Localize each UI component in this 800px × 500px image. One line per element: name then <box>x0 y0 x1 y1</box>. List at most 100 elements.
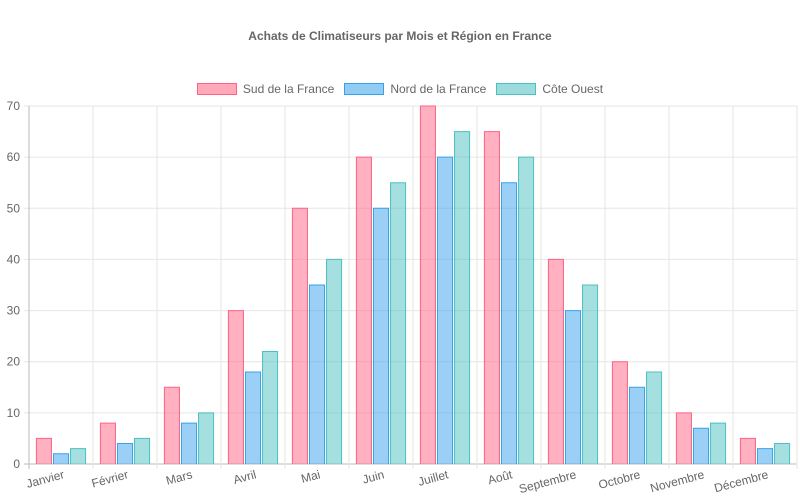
bar <box>326 259 342 464</box>
legend-item[interactable]: Sud de la France <box>196 82 334 96</box>
y-tick-label: 30 <box>7 304 21 318</box>
x-tick-label: Septembre <box>517 467 578 496</box>
bar-border <box>675 412 692 464</box>
bar-border <box>564 310 582 464</box>
bar <box>582 285 598 464</box>
bar-border <box>419 105 436 464</box>
bar-border <box>244 371 262 464</box>
legend-item[interactable]: Côte Ouest <box>496 82 603 96</box>
chart-title: Achats de Climatiseurs par Mois et Régio… <box>248 29 552 43</box>
bar-border <box>454 131 471 464</box>
bar-border <box>739 437 756 464</box>
x-tick-label: Novembre <box>649 467 706 495</box>
y-tick-label: 20 <box>7 355 21 369</box>
bar <box>518 157 534 464</box>
chart-legend: Sud de la France Nord de la France Côte Ou… <box>0 82 800 96</box>
x-tick-label: Février <box>90 467 130 490</box>
x-tick-label: Décembre <box>713 467 770 495</box>
bar <box>309 285 325 464</box>
bar <box>36 438 52 464</box>
bar-border <box>500 182 518 464</box>
y-tick-label: 40 <box>7 252 21 266</box>
bar <box>501 182 517 464</box>
y-tick-label: 60 <box>7 150 21 164</box>
bar-border <box>52 453 70 464</box>
bar <box>262 351 278 464</box>
bar <box>373 208 389 464</box>
bar <box>454 131 470 465</box>
bar-border <box>518 156 535 464</box>
bar <box>53 453 69 464</box>
bar-border <box>692 427 710 464</box>
bar <box>437 157 453 464</box>
bar <box>693 428 709 464</box>
x-tick-label: Mai <box>299 467 321 486</box>
bar <box>181 423 197 464</box>
legend-label: Nord de la France <box>390 82 487 96</box>
x-tick-label: Mars <box>164 467 193 487</box>
x-tick-label: Octobre <box>597 467 642 492</box>
bar-border <box>116 443 134 464</box>
legend-swatch <box>496 83 537 95</box>
x-tick-label: Juin <box>361 467 386 486</box>
bar-border <box>291 207 308 464</box>
x-tick-label: Janvier <box>25 467 66 491</box>
bar-border <box>710 422 727 464</box>
bar <box>117 443 133 464</box>
bar-border <box>308 284 326 464</box>
bar-border <box>628 386 646 464</box>
bar-border <box>483 131 500 464</box>
bar <box>356 157 372 464</box>
bar <box>676 412 692 464</box>
bar <box>565 310 581 464</box>
bar <box>710 423 726 464</box>
bar-border <box>70 448 87 464</box>
y-tick-label: 70 <box>7 99 21 113</box>
bar <box>740 438 756 464</box>
bar-border <box>99 422 116 464</box>
bar-border <box>390 182 407 464</box>
bar <box>100 423 116 464</box>
bar-border <box>355 156 372 464</box>
legend-swatch <box>196 83 237 95</box>
bar <box>646 371 662 464</box>
bar <box>612 361 628 464</box>
bar <box>420 106 436 464</box>
legend-item[interactable]: Nord de la France <box>344 82 486 96</box>
x-tick-label: Juillet <box>417 467 451 489</box>
bar-border <box>646 371 663 464</box>
bar <box>245 371 261 464</box>
bar <box>70 448 86 464</box>
bar <box>134 438 150 464</box>
bar-border <box>436 156 454 464</box>
bar-border <box>35 437 52 464</box>
bar-border <box>326 258 343 464</box>
bar <box>484 131 500 465</box>
bar-border <box>756 448 774 464</box>
bar <box>390 182 406 464</box>
bar <box>757 448 773 464</box>
bar <box>774 443 790 464</box>
bar-border <box>198 412 215 464</box>
legend-swatch <box>344 83 385 95</box>
bar <box>198 412 214 464</box>
bar-border <box>262 350 279 464</box>
bar-border <box>547 258 564 464</box>
bar <box>292 208 308 464</box>
bar <box>164 387 180 464</box>
y-tick-label: 0 <box>13 457 20 471</box>
y-tick-label: 50 <box>7 201 21 215</box>
legend-label: Côte Ouest <box>542 82 604 96</box>
bar-border <box>134 437 151 464</box>
x-tick-label: Août <box>486 467 514 487</box>
bar <box>228 310 244 464</box>
bar-border <box>774 443 791 464</box>
bar-border <box>611 361 628 464</box>
bar <box>548 259 564 464</box>
bar-border <box>372 207 390 464</box>
bar-border <box>582 284 599 464</box>
bar-border <box>163 386 180 464</box>
y-tick-label: 10 <box>7 406 21 420</box>
